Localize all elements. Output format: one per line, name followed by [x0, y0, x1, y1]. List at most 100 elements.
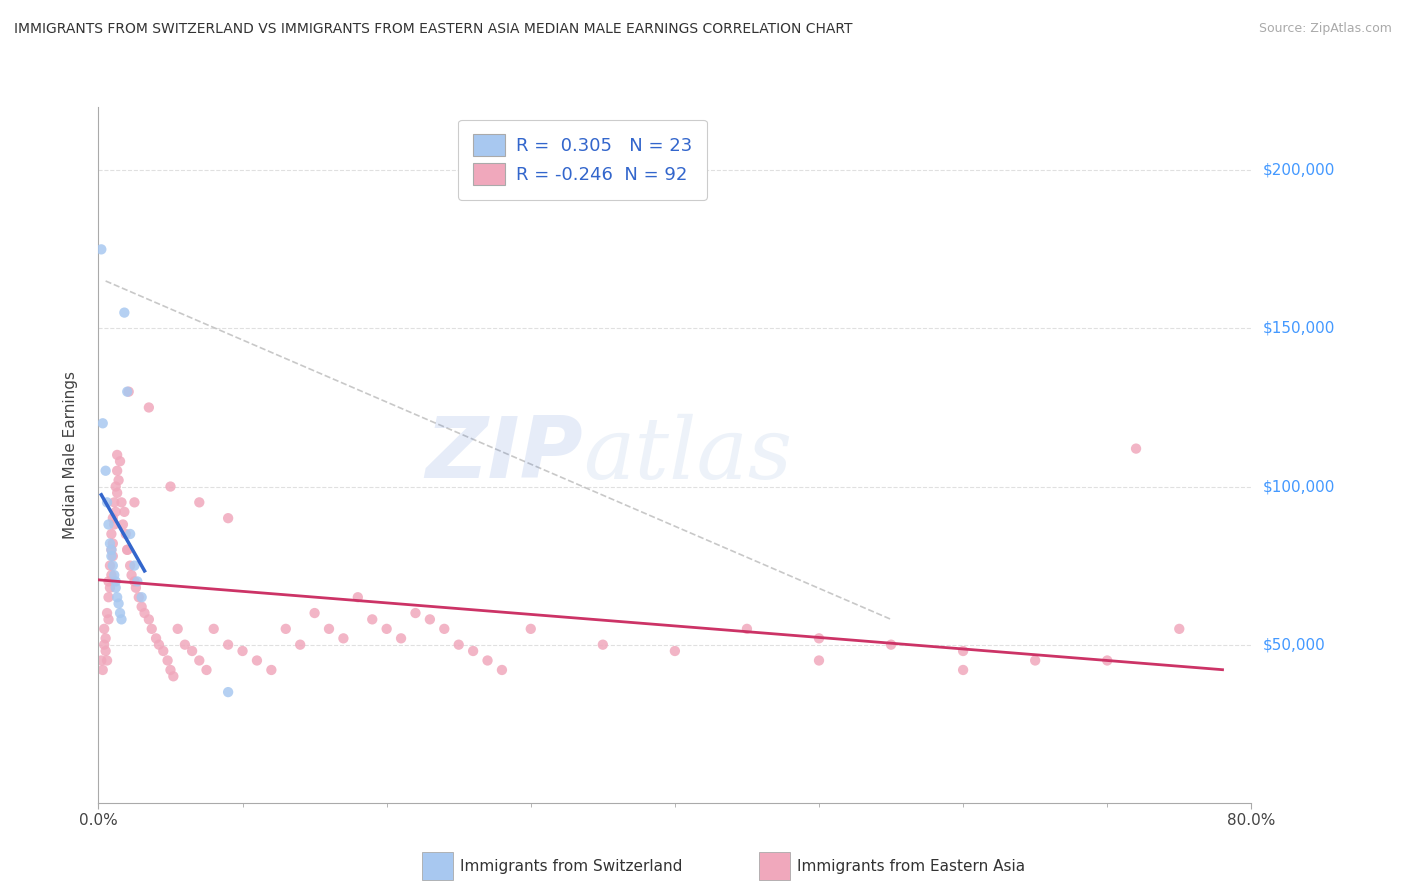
Point — [100, 527, 122, 541]
Point — [104, 574, 127, 589]
Point — [100, 542, 122, 557]
Point — [91, 663, 114, 677]
Point — [98, 536, 121, 550]
Point — [107, 597, 129, 611]
Point — [491, 663, 513, 677]
Point — [101, 511, 124, 525]
Text: ZIP: ZIP — [425, 413, 582, 497]
Point — [304, 606, 326, 620]
Point — [117, 384, 138, 399]
Point — [108, 606, 131, 620]
Point — [952, 663, 974, 677]
Point — [592, 638, 614, 652]
Point — [134, 606, 156, 620]
Point — [202, 622, 225, 636]
Text: $200,000: $200,000 — [1263, 163, 1334, 178]
Point — [124, 495, 146, 509]
Point — [121, 568, 143, 582]
Point — [807, 632, 830, 646]
Point — [433, 622, 456, 636]
Point — [162, 669, 184, 683]
Point — [1024, 653, 1046, 667]
Text: IMMIGRANTS FROM SWITZERLAND VS IMMIGRANTS FROM EASTERN ASIA MEDIAN MALE EARNINGS: IMMIGRANTS FROM SWITZERLAND VS IMMIGRANT… — [14, 22, 852, 37]
Point — [93, 622, 115, 636]
Point — [94, 632, 117, 646]
Text: atlas: atlas — [582, 414, 792, 496]
Point — [112, 305, 135, 319]
Point — [108, 454, 131, 468]
Text: $50,000: $50,000 — [1263, 637, 1326, 652]
Point — [181, 644, 204, 658]
Point — [1125, 442, 1147, 456]
Point — [260, 663, 283, 677]
Point — [105, 591, 128, 605]
Point — [217, 638, 239, 652]
Point — [100, 542, 122, 557]
Point — [90, 653, 112, 667]
Point — [231, 644, 254, 658]
Point — [93, 638, 115, 652]
Point — [117, 542, 138, 557]
Point — [96, 653, 118, 667]
Point — [117, 542, 138, 557]
Point — [98, 581, 121, 595]
Point — [125, 581, 148, 595]
Point — [141, 622, 163, 636]
Point — [131, 591, 153, 605]
Point — [97, 574, 120, 589]
Point — [105, 448, 128, 462]
Point — [101, 558, 124, 573]
Point — [103, 568, 125, 582]
Point — [107, 473, 129, 487]
Point — [188, 653, 211, 667]
Text: Source: ZipAtlas.com: Source: ZipAtlas.com — [1258, 22, 1392, 36]
Point — [346, 591, 368, 605]
Point — [104, 479, 127, 493]
Point — [111, 517, 134, 532]
Point — [217, 685, 239, 699]
Text: $100,000: $100,000 — [1263, 479, 1334, 494]
Point — [105, 464, 128, 478]
Point — [290, 638, 312, 652]
Text: Immigrants from Eastern Asia: Immigrants from Eastern Asia — [797, 859, 1025, 873]
Point — [96, 606, 118, 620]
Point — [100, 549, 122, 563]
Point — [91, 417, 114, 431]
Point — [807, 653, 830, 667]
Point — [120, 558, 142, 573]
Point — [124, 558, 146, 573]
Point — [145, 632, 167, 646]
Point — [188, 495, 211, 509]
Y-axis label: Median Male Earnings: Median Male Earnings — [63, 371, 77, 539]
Point — [159, 479, 181, 493]
Point — [274, 622, 297, 636]
Point — [138, 401, 160, 415]
Point — [375, 622, 398, 636]
Point — [114, 527, 136, 541]
Point — [664, 644, 686, 658]
Point — [735, 622, 758, 636]
Point — [94, 464, 117, 478]
Point — [128, 591, 150, 605]
Point — [101, 536, 124, 550]
Point — [110, 612, 132, 626]
Point — [100, 568, 122, 582]
Point — [118, 384, 141, 399]
Point — [104, 581, 127, 595]
Point — [461, 644, 484, 658]
Point — [97, 517, 120, 532]
Point — [101, 549, 124, 563]
Point — [195, 663, 218, 677]
Point — [104, 505, 127, 519]
Point — [97, 591, 120, 605]
Point — [97, 612, 120, 626]
Point — [94, 644, 117, 658]
Point — [246, 653, 269, 667]
Point — [447, 638, 470, 652]
Point — [952, 644, 974, 658]
Point — [880, 638, 903, 652]
Text: Immigrants from Switzerland: Immigrants from Switzerland — [460, 859, 682, 873]
Point — [90, 243, 112, 257]
Point — [112, 505, 135, 519]
Point — [389, 632, 412, 646]
